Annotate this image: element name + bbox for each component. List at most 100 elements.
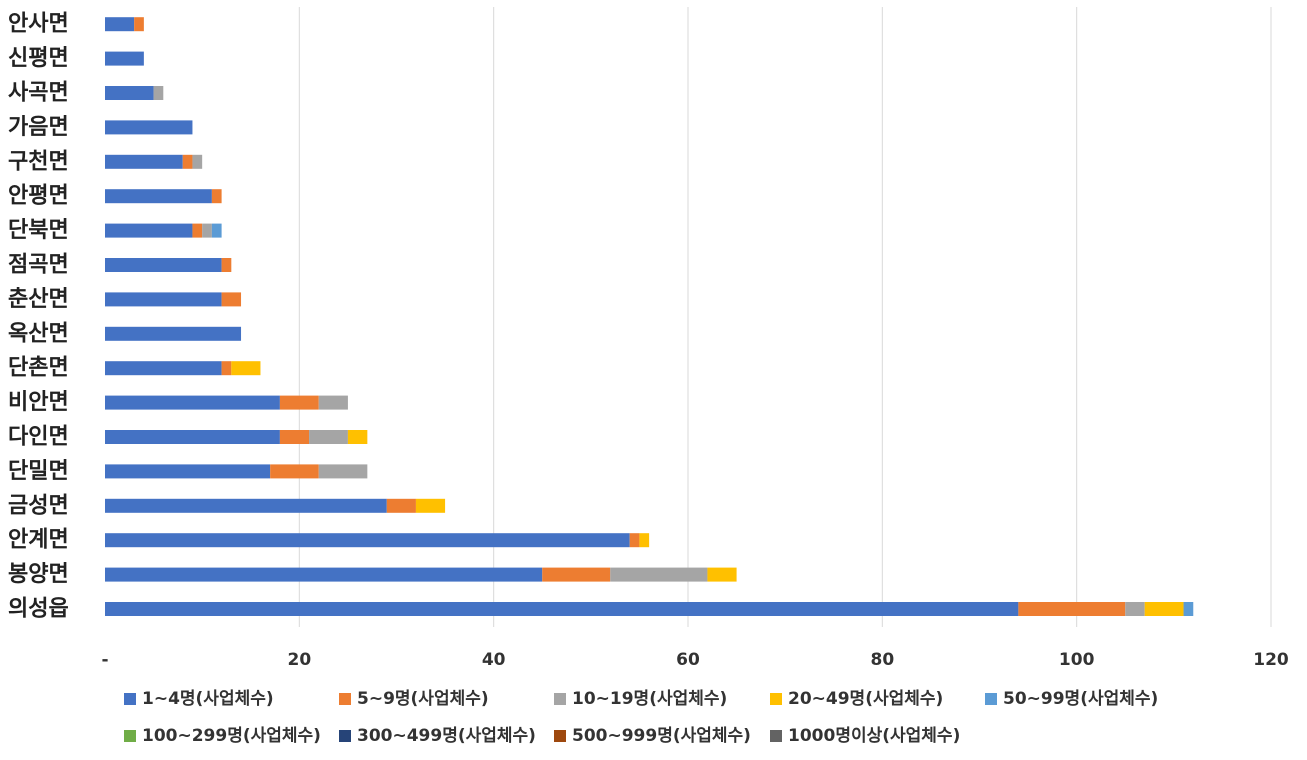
category-label: 신평면	[8, 46, 69, 71]
legend-item: 1~4명(사업체수)	[124, 689, 274, 709]
bar-segment	[211, 189, 222, 204]
bar-segment	[105, 395, 280, 410]
bar-segment	[153, 86, 164, 100]
category-label: 옥산면	[8, 321, 69, 346]
bar-segment	[105, 189, 212, 204]
legend-swatch	[124, 693, 136, 705]
bar-segment	[105, 223, 193, 238]
legend-swatch	[770, 693, 782, 705]
legend-label: 300~499명(사업체수)	[357, 726, 536, 746]
bars	[105, 17, 1194, 616]
legend-item: 10~19명(사업체수)	[554, 689, 727, 709]
category-label: 금성면	[8, 493, 69, 518]
legend: 1~4명(사업체수) 5~9명(사업체수) 10~19명(사업체수) 20~49명(사…	[124, 689, 1158, 746]
bar-segment	[105, 120, 193, 135]
category-label: 안계면	[8, 528, 69, 553]
legend-label: 50~99명(사업체수)	[1003, 689, 1158, 709]
bar-segment	[105, 567, 543, 582]
bar-segment	[221, 258, 232, 272]
bar-segment	[279, 430, 310, 444]
bar-segment	[192, 154, 203, 169]
bar-segment	[231, 361, 261, 376]
legend-item: 500~999명(사업체수)	[554, 726, 751, 746]
legend-label: 10~19명(사업체수)	[572, 689, 727, 709]
legend-label: 100~299명(사업체수)	[142, 726, 321, 746]
legend-swatch	[339, 730, 351, 742]
category-label: 다인면	[8, 425, 69, 450]
bar-segment	[105, 464, 271, 479]
bar-segment	[192, 223, 203, 238]
bar-segment	[105, 533, 630, 548]
bar-segment	[221, 292, 242, 307]
category-label: 비안면	[8, 390, 69, 415]
bar-segment	[134, 17, 144, 32]
category-label: 가음면	[8, 115, 69, 140]
bar-segment	[1125, 602, 1145, 616]
bar-segment	[105, 602, 1019, 616]
category-label: 의성읍	[8, 597, 69, 622]
bar-segment	[347, 430, 368, 444]
x-tick-label: 20	[287, 650, 311, 670]
legend-label: 500~999명(사업체수)	[572, 726, 751, 746]
legend-item: 50~99명(사업체수)	[985, 689, 1158, 709]
bar-segment	[105, 17, 135, 32]
legend-label: 1000명이상(사업체수)	[788, 726, 960, 746]
bar-segment	[202, 223, 212, 238]
bar-segment	[105, 292, 222, 307]
x-tick-label: 100	[1059, 650, 1095, 670]
legend-swatch	[554, 730, 566, 742]
bar-segment	[318, 395, 348, 410]
legend-item: 20~49명(사업체수)	[770, 689, 943, 709]
category-labels: 안사면신평면사곡면가음면구천면안평면단북면점곡면춘산면옥산면단촌면비안면다인면단…	[8, 12, 69, 622]
bar-segment	[610, 567, 708, 582]
bar-segment	[105, 154, 183, 169]
bar-segment	[182, 154, 193, 169]
bar-segment	[221, 361, 232, 376]
bar-segment	[629, 533, 640, 548]
bar-segment	[105, 498, 387, 513]
category-label: 점곡면	[8, 253, 69, 278]
category-label: 안평면	[8, 184, 69, 209]
x-tick-labels: - 20 40 60 80 100 120	[101, 650, 1288, 670]
bar-segment	[318, 464, 368, 479]
category-label: 단밀면	[8, 459, 69, 484]
bar-segment	[211, 223, 222, 238]
x-tick-label: 60	[676, 650, 700, 670]
legend-swatch	[124, 730, 136, 742]
category-label: 봉양면	[8, 562, 69, 587]
legend-swatch	[339, 693, 351, 705]
category-label: 단촌면	[8, 356, 69, 381]
category-label: 안사면	[8, 12, 69, 37]
x-tick-label: 80	[870, 650, 894, 670]
bar-segment	[309, 430, 348, 444]
bar-segment	[415, 498, 446, 513]
gridlines	[298, 7, 1272, 627]
bar-segment	[1018, 602, 1126, 616]
legend-label: 1~4명(사업체수)	[142, 689, 274, 709]
legend-item: 5~9명(사업체수)	[339, 689, 489, 709]
x-tick-label: 40	[482, 650, 506, 670]
bar-segment	[1144, 602, 1184, 616]
bar-segment	[105, 430, 280, 444]
bar-segment	[105, 361, 222, 376]
bar-segment	[386, 498, 416, 513]
legend-label: 5~9명(사업체수)	[357, 689, 489, 709]
bar-segment	[542, 567, 611, 582]
bar-segment	[105, 258, 222, 272]
legend-swatch	[770, 730, 782, 742]
bar-segment	[639, 533, 650, 548]
bar-segment	[105, 86, 154, 100]
bar-segment	[105, 326, 242, 341]
bar-segment	[707, 567, 737, 582]
category-label: 구천면	[8, 149, 69, 174]
legend-label: 20~49명(사업체수)	[788, 689, 943, 709]
legend-item: 100~299명(사업체수)	[124, 726, 321, 746]
legend-item: 1000명이상(사업체수)	[770, 726, 960, 746]
legend-swatch	[985, 693, 997, 705]
category-label: 사곡면	[8, 81, 69, 106]
bar-segment	[279, 395, 319, 410]
legend-swatch	[554, 693, 566, 705]
bar-segment	[1183, 602, 1194, 616]
x-tick-label: 120	[1253, 650, 1289, 670]
